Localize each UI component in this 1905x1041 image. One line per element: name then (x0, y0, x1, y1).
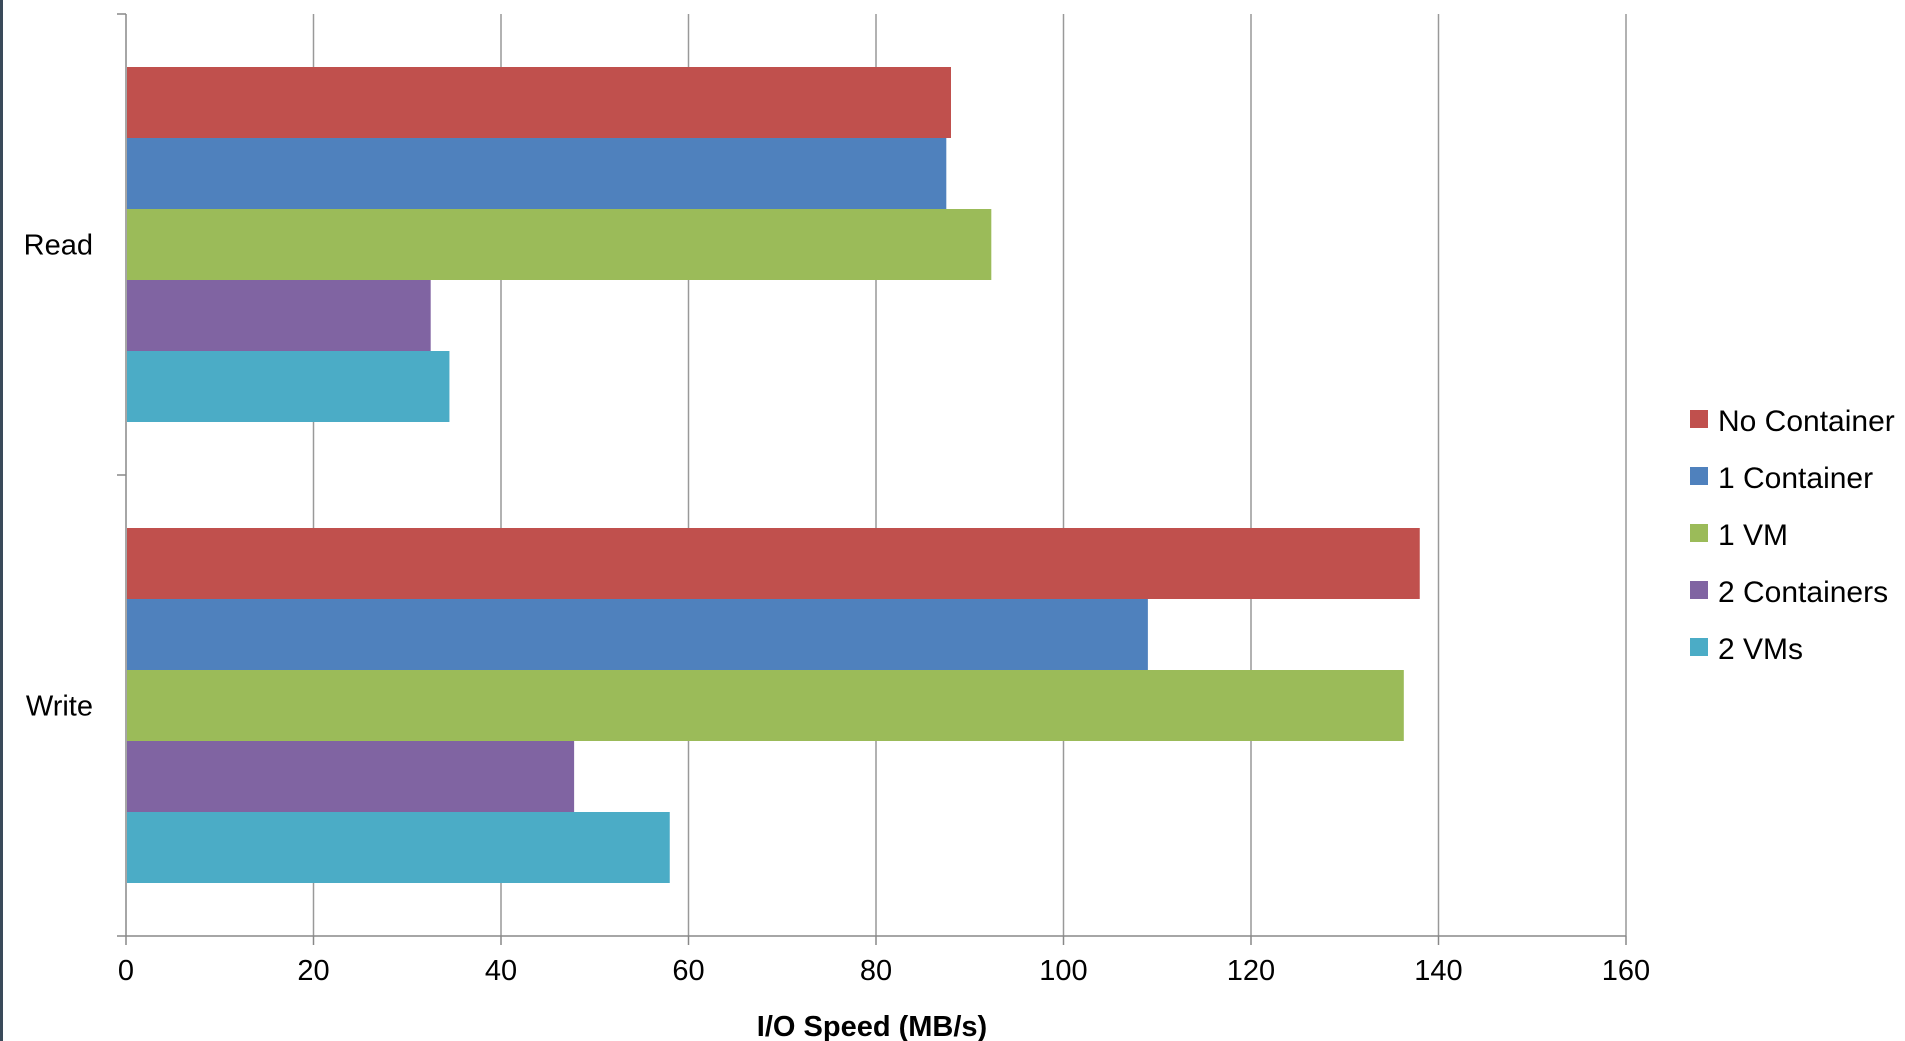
x-tick-labels: 0 20 40 60 80 100 120 140 160 (118, 955, 1650, 987)
x-tick-label: 20 (297, 955, 329, 987)
legend-label: 2 Containers (1718, 576, 1888, 609)
bar (127, 528, 1420, 599)
left-window-edge (0, 0, 3, 1041)
bar (127, 741, 575, 812)
category-label: Read (24, 230, 93, 262)
legend-label: No Container (1718, 405, 1895, 438)
legend-swatch (1690, 467, 1708, 485)
bar (127, 209, 992, 280)
category-label: Write (26, 691, 93, 723)
x-tick-label: 100 (1039, 955, 1087, 987)
legend-swatch (1690, 581, 1708, 599)
x-tick-label: 160 (1602, 955, 1650, 987)
x-tick-label: 80 (860, 955, 892, 987)
bar (127, 280, 431, 351)
bar (127, 599, 1148, 670)
axes (117, 13, 1627, 945)
category-labels: Read Write (24, 230, 93, 723)
bar (127, 670, 1404, 741)
legend-label: 1 Container (1718, 462, 1873, 495)
x-tick-label: 0 (118, 955, 134, 987)
bar (127, 351, 450, 422)
legend-label: 2 VMs (1718, 633, 1803, 666)
x-tick-label: 60 (672, 955, 704, 987)
legend-swatch (1690, 638, 1708, 656)
bars (127, 67, 1420, 883)
legend-swatch (1690, 410, 1708, 428)
bar (127, 67, 951, 138)
bar (127, 138, 947, 209)
legend: No Container 1 Container 1 VM 2 Containers 2… (1690, 405, 1895, 666)
legend-label: 1 VM (1718, 519, 1788, 552)
x-tick-label: 120 (1227, 955, 1275, 987)
legend-swatch (1690, 524, 1708, 542)
x-axis-title: I/O Speed (MB/s) (757, 1011, 987, 1041)
x-tick-label: 40 (485, 955, 517, 987)
x-tick-label: 140 (1414, 955, 1462, 987)
bar (127, 812, 670, 883)
